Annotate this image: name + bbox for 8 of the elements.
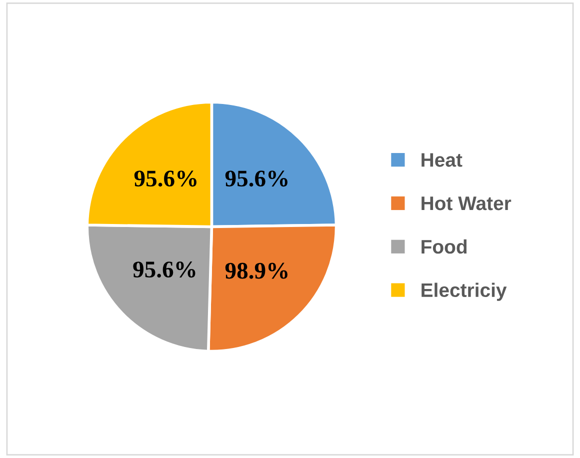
data-label: 95.6% xyxy=(134,170,196,187)
legend-label: Hot Water xyxy=(422,196,512,210)
data-label: 95.6% xyxy=(225,170,288,187)
legend-label: Heat xyxy=(422,153,462,167)
legend-label: Food xyxy=(422,239,467,254)
data-label: 98.9% xyxy=(225,262,288,279)
data-label: 95.6% xyxy=(133,262,196,278)
legend-label: Electriciy xyxy=(422,282,507,301)
